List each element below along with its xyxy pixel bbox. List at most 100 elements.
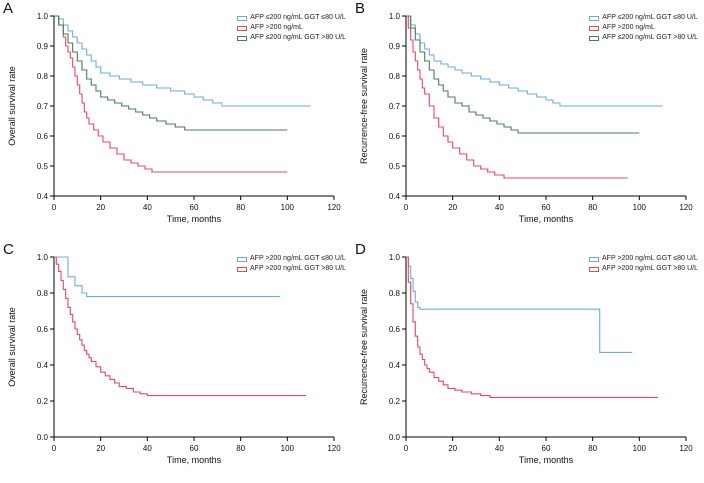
- panel-a-letter: A: [3, 0, 14, 17]
- y-tick-label: 1.0: [37, 253, 49, 262]
- x-tick-label: 100: [633, 444, 647, 453]
- y-tick-label: 0.8: [389, 289, 401, 298]
- x-tick-label: 0: [404, 444, 409, 453]
- km-curve-blue: [54, 256, 281, 298]
- x-tick-label: 20: [448, 203, 457, 212]
- y-tick-label: 0.5: [389, 162, 401, 171]
- x-tick-label: 40: [495, 203, 504, 212]
- y-tick-label: 0.9: [37, 42, 49, 51]
- x-tick-label: 120: [327, 444, 341, 453]
- legend-label: AFP >200 ng/mL GGT ≤80 U/L: [602, 255, 698, 262]
- legend-label: AFP ≤200 ng/mL GGT ≤80 U/L: [250, 14, 346, 21]
- legend-swatch-blue: [589, 15, 600, 21]
- x-tick-label: 80: [588, 203, 597, 212]
- x-tick-label: 60: [190, 203, 199, 212]
- y-tick-label: 0.4: [389, 361, 401, 370]
- km-curve-red: [54, 15, 288, 173]
- x-tick-label: 120: [679, 444, 693, 453]
- y-tick-label: 1.0: [389, 12, 401, 21]
- panel-c: C Overall survival rate 1.0 0.8 0.6 0.4 0.2 0…: [0, 241, 352, 483]
- legend-item: AFP >200 ng/mL: [237, 24, 303, 32]
- panel-d-legend: AFP >200 ng/mL GGT ≤80 U/L AFP >200 ng/mL…: [589, 255, 698, 273]
- panel-b-x-axis-title: Time, months: [518, 214, 574, 224]
- legend-item: AFP >200 ng/mL GGT ≤80 U/L: [589, 255, 698, 263]
- legend-label: AFP >200 ng/mL: [602, 24, 655, 31]
- y-tick-label: 0.2: [37, 397, 49, 406]
- legend-label: AFP ≤200 ng/mL GGT >80 U/L: [250, 34, 346, 41]
- legend-item: AFP >200 ng/mL GGT >80 U/L: [589, 265, 698, 273]
- legend-item: AFP ≤200 ng/mL GGT >80 U/L: [237, 34, 346, 42]
- legend-swatch-blue: [589, 256, 600, 262]
- panel-c-x-axis-title: Time, months: [166, 455, 222, 465]
- legend-swatch-blue: [237, 256, 248, 262]
- legend-item: AFP >200 ng/mL GGT >80 U/L: [237, 265, 346, 273]
- km-curve-red: [406, 15, 628, 179]
- y-tick-label: 0.7: [37, 102, 49, 111]
- x-tick-label: 60: [190, 444, 199, 453]
- legend-swatch-red: [589, 266, 600, 272]
- legend-swatch-red: [237, 25, 248, 31]
- panel-c-plot: 1.0 0.8 0.6 0.4 0.2 0.00 20 40 60 80 100 120: [37, 253, 341, 453]
- panel-c-letter: C: [3, 241, 14, 258]
- y-tick-label: 0.4: [37, 361, 49, 370]
- legend-item: AFP >200 ng/mL GGT ≤80 U/L: [237, 255, 346, 263]
- y-tick-label: 0.6: [37, 325, 49, 334]
- legend-label: AFP ≤200 ng/mL GGT >80 U/L: [602, 34, 698, 41]
- y-tick-label: 0.0: [389, 433, 401, 442]
- x-tick-label: 20: [96, 444, 105, 453]
- panel-a-x-axis-title: Time, months: [166, 214, 222, 224]
- panel-b-legend: AFP ≤200 ng/mL GGT ≤80 U/L AFP >200 ng/mL…: [589, 14, 698, 42]
- x-tick-label: 0: [52, 203, 57, 212]
- km-curve-red: [54, 256, 306, 397]
- x-tick-label: 0: [404, 203, 409, 212]
- x-tick-label: 40: [143, 444, 152, 453]
- x-tick-label: 60: [542, 203, 551, 212]
- y-tick-label: 0.5: [37, 162, 49, 171]
- x-tick-label: 120: [679, 203, 693, 212]
- km-curve-green: [406, 15, 640, 134]
- panel-d: D Recurrence-free survival rate 1.0 0.8 0.…: [352, 241, 704, 483]
- km-curve-green: [54, 15, 288, 131]
- panel-b: B Recurrence-free survival rate 1.0 0.9 0.…: [352, 0, 704, 241]
- x-tick-label: 40: [495, 444, 504, 453]
- x-tick-label: 20: [448, 444, 457, 453]
- y-tick-label: 0.6: [389, 325, 401, 334]
- legend-label: AFP >200 ng/mL GGT >80 U/L: [602, 265, 698, 272]
- y-tick-label: 1.0: [389, 253, 401, 262]
- panel-c-legend: AFP >200 ng/mL GGT ≤80 U/L AFP >200 ng/mL…: [237, 255, 346, 273]
- x-tick-label: 80: [236, 444, 245, 453]
- y-tick-label: 0.7: [389, 102, 401, 111]
- y-tick-label: 0.8: [389, 72, 401, 81]
- y-tick-label: 0.6: [37, 132, 49, 141]
- panel-b-plot: 1.0 0.9 0.8 0.7 0.6 0.5 0.40 20 40 60 80 100 120: [389, 12, 693, 212]
- x-tick-label: 20: [96, 203, 105, 212]
- panel-d-letter: D: [355, 241, 366, 258]
- panel-a-plot: 1.0 0.9 0.8 0.7 0.6 0.5 0.40 20 40 60 80 100 120: [37, 12, 341, 212]
- y-tick-label: 0.0: [37, 433, 49, 442]
- legend-item: AFP >200 ng/mL: [589, 24, 655, 32]
- panel-d-x-axis-title: Time, months: [518, 455, 574, 465]
- y-tick-label: 0.8: [37, 289, 49, 298]
- panel-a-legend: AFP ≤200 ng/mL GGT ≤80 U/L AFP >200 ng/mL…: [237, 14, 346, 42]
- legend-swatch-green: [589, 35, 600, 41]
- legend-label: AFP ≤200 ng/mL GGT ≤80 U/L: [602, 14, 698, 21]
- x-tick-label: 80: [236, 203, 245, 212]
- legend-label: AFP >200 ng/mL: [250, 24, 303, 31]
- legend-swatch-red: [237, 266, 248, 272]
- km-curve-blue: [54, 15, 311, 107]
- km-curve-blue: [406, 256, 633, 353]
- y-tick-label: 1.0: [37, 12, 49, 21]
- x-tick-label: 100: [633, 203, 647, 212]
- legend-item: AFP ≤200 ng/mL GGT ≤80 U/L: [237, 14, 346, 22]
- x-tick-label: 80: [588, 444, 597, 453]
- panel-d-plot: 1.0 0.8 0.6 0.4 0.2 0.00 20 40 60 80 100 120: [389, 253, 693, 453]
- y-tick-label: 0.6: [389, 132, 401, 141]
- x-tick-label: 60: [542, 444, 551, 453]
- legend-label: AFP >200 ng/mL GGT >80 U/L: [250, 265, 346, 272]
- legend-item: AFP ≤200 ng/mL GGT ≤80 U/L: [589, 14, 698, 22]
- x-tick-label: 100: [281, 203, 295, 212]
- panel-b-letter: B: [355, 0, 366, 17]
- legend-swatch-red: [589, 25, 600, 31]
- y-tick-label: 0.4: [37, 192, 49, 201]
- km-curve-blue: [406, 15, 663, 107]
